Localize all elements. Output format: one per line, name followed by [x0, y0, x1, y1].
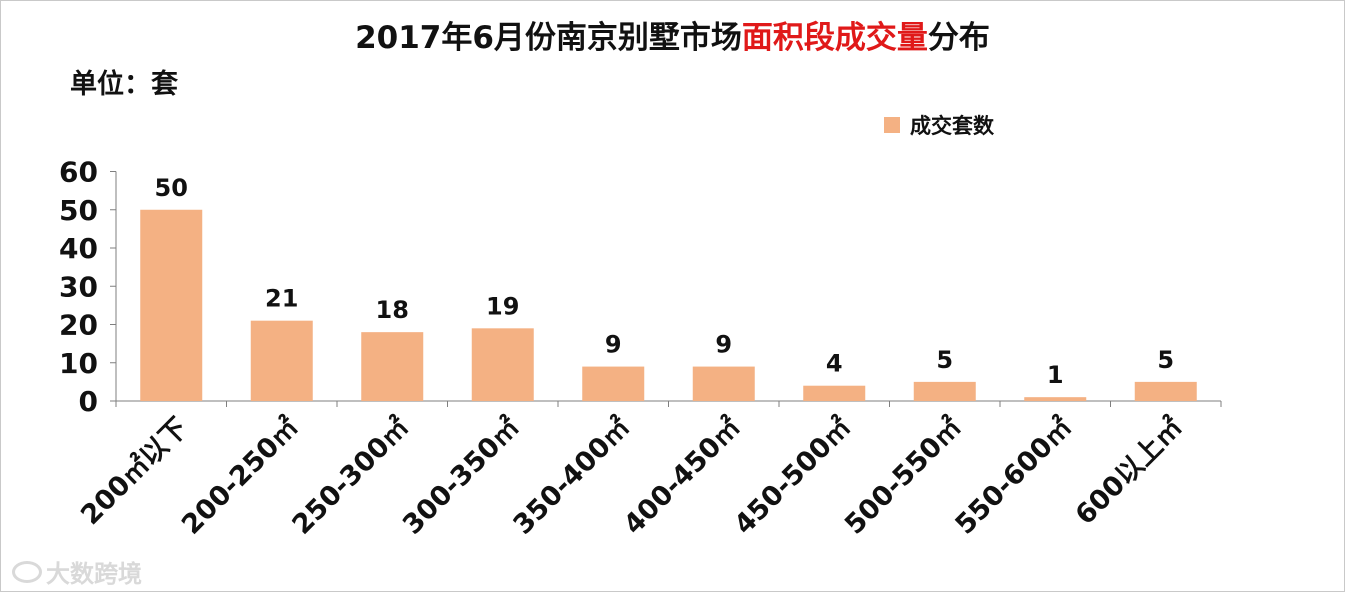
- y-tick-label: 40: [59, 232, 98, 265]
- legend: 成交套数: [884, 111, 994, 139]
- title-prefix: 2017年6月份南京别墅市场: [355, 20, 742, 56]
- x-tick-label: 250-300㎡: [286, 411, 415, 540]
- title-suffix: 分布: [927, 20, 990, 56]
- data-label: 9: [715, 331, 732, 359]
- watermark: 大数跨境: [12, 554, 142, 589]
- data-label: 1: [1047, 361, 1064, 389]
- x-tick-label: 500-550㎡: [838, 411, 967, 540]
- data-label: 19: [486, 292, 519, 320]
- y-tick-label: 0: [79, 385, 98, 418]
- bar: [1134, 381, 1197, 401]
- bar: [1024, 397, 1087, 401]
- x-tick-label: 450-500㎡: [728, 411, 857, 540]
- y-tick-label: 60: [59, 156, 98, 189]
- x-tick-label: 600以上㎡: [1069, 411, 1189, 531]
- x-tick-label: 550-600㎡: [949, 411, 1078, 540]
- y-tick-label: 30: [59, 270, 98, 303]
- data-label: 18: [376, 296, 409, 324]
- chart-title: 2017年6月份南京别墅市场面积段成交量分布: [0, 12, 1345, 57]
- watermark-logo-icon: [12, 560, 42, 583]
- watermark-text: 大数跨境: [46, 560, 142, 588]
- bar: [250, 320, 313, 401]
- data-label: 5: [1157, 346, 1174, 374]
- title-highlight: 面积段成交量: [741, 20, 928, 56]
- bar: [692, 366, 755, 401]
- bar: [361, 332, 424, 401]
- data-label: 4: [826, 350, 843, 378]
- y-tick-label: 50: [59, 194, 98, 227]
- bar: [140, 209, 203, 401]
- unit-label: 单位：套: [70, 69, 178, 100]
- legend-label: 成交套数: [910, 114, 994, 138]
- y-tick-label: 10: [59, 347, 98, 380]
- x-tick-label: 350-400㎡: [507, 411, 636, 540]
- x-tick-label: 400-450㎡: [617, 411, 746, 540]
- data-label: 5: [936, 346, 953, 374]
- y-tick-label: 20: [59, 309, 98, 342]
- data-label: 9: [605, 331, 622, 359]
- data-label: 21: [265, 285, 298, 313]
- x-tick-label: 200㎡以下: [74, 411, 194, 531]
- x-tick-label: 200-250㎡: [175, 411, 304, 540]
- bar: [471, 328, 534, 401]
- bar: [913, 381, 976, 401]
- bar: [803, 385, 866, 401]
- bar: [582, 366, 645, 401]
- data-label: 50: [155, 174, 188, 202]
- legend-swatch: [884, 117, 900, 133]
- x-tick-label: 300-350㎡: [396, 411, 525, 540]
